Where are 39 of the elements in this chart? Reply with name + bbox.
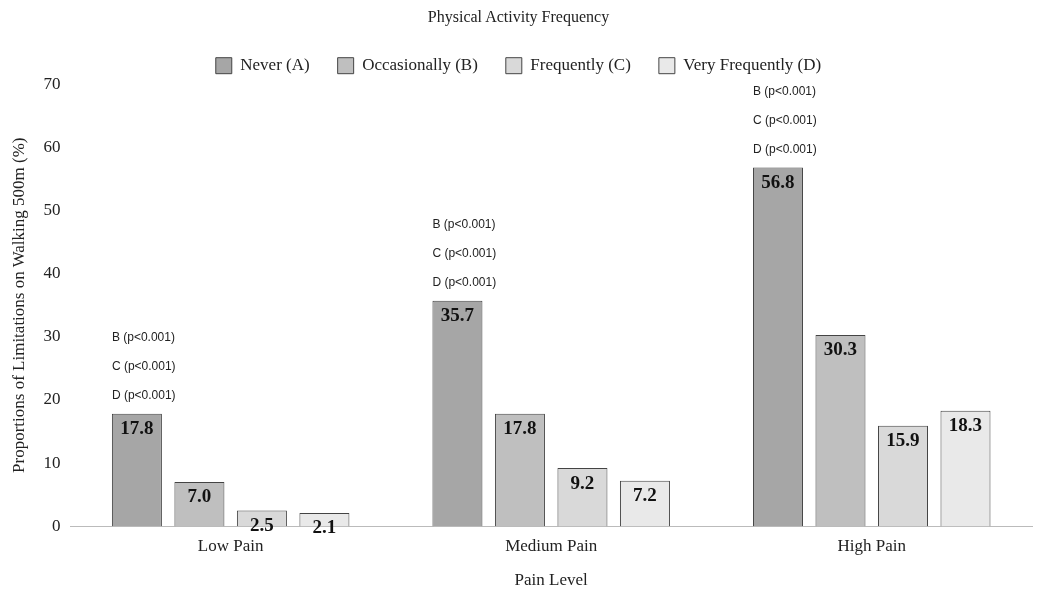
data-label: 18.3 (948, 414, 983, 436)
data-label: 7.0 (187, 485, 212, 507)
data-label: 7.2 (633, 484, 657, 506)
annotation: B (p<0.001) (752, 83, 817, 98)
annotation: D (p<0.001) (111, 388, 176, 403)
y-tick-label: 0 (51, 515, 61, 535)
annotation: C (p<0.001) (752, 112, 817, 127)
data-label: 35.7 (440, 304, 475, 326)
data-label: 56.8 (761, 170, 795, 192)
annotation: C (p<0.001) (111, 359, 176, 374)
legend-title: Physical Activity Frequency (427, 8, 610, 27)
legend-label: Occasionally (B) (362, 55, 478, 75)
data-label: 15.9 (886, 429, 920, 451)
data-label: 17.8 (120, 417, 154, 439)
data-label: 9.2 (570, 471, 595, 493)
legend-label: Frequently (C) (530, 55, 631, 75)
y-tick-label: 30 (43, 326, 61, 346)
annotation: D (p<0.001) (432, 275, 497, 290)
annotation: D (p<0.001) (752, 141, 817, 156)
x-tick-label: Medium Pain (505, 535, 598, 555)
y-tick-label: 60 (43, 136, 61, 156)
legend-label: Never (A) (240, 55, 310, 75)
data-label: 17.8 (503, 417, 537, 439)
y-axis-title: Proportions of Limitations on Walking 500m (%) (8, 137, 28, 473)
x-tick-label: High Pain (837, 535, 907, 555)
y-tick-label: 40 (43, 263, 61, 283)
y-tick-label: 10 (43, 452, 61, 472)
annotation: C (p<0.001) (432, 246, 497, 261)
x-axis-title: Pain Level (514, 570, 589, 590)
y-tick-label: 70 (43, 73, 61, 93)
data-label: 2.5 (250, 513, 274, 535)
annotation: B (p<0.001) (111, 330, 175, 345)
x-tick-label: Low Pain (197, 535, 264, 555)
legend-label: Very Frequently (D) (683, 55, 822, 75)
y-tick-label: 50 (43, 199, 61, 219)
data-label: 2.1 (312, 516, 337, 538)
y-tick-label: 20 (43, 389, 61, 409)
data-label: 30.3 (823, 338, 858, 360)
annotation: B (p<0.001) (432, 217, 496, 232)
